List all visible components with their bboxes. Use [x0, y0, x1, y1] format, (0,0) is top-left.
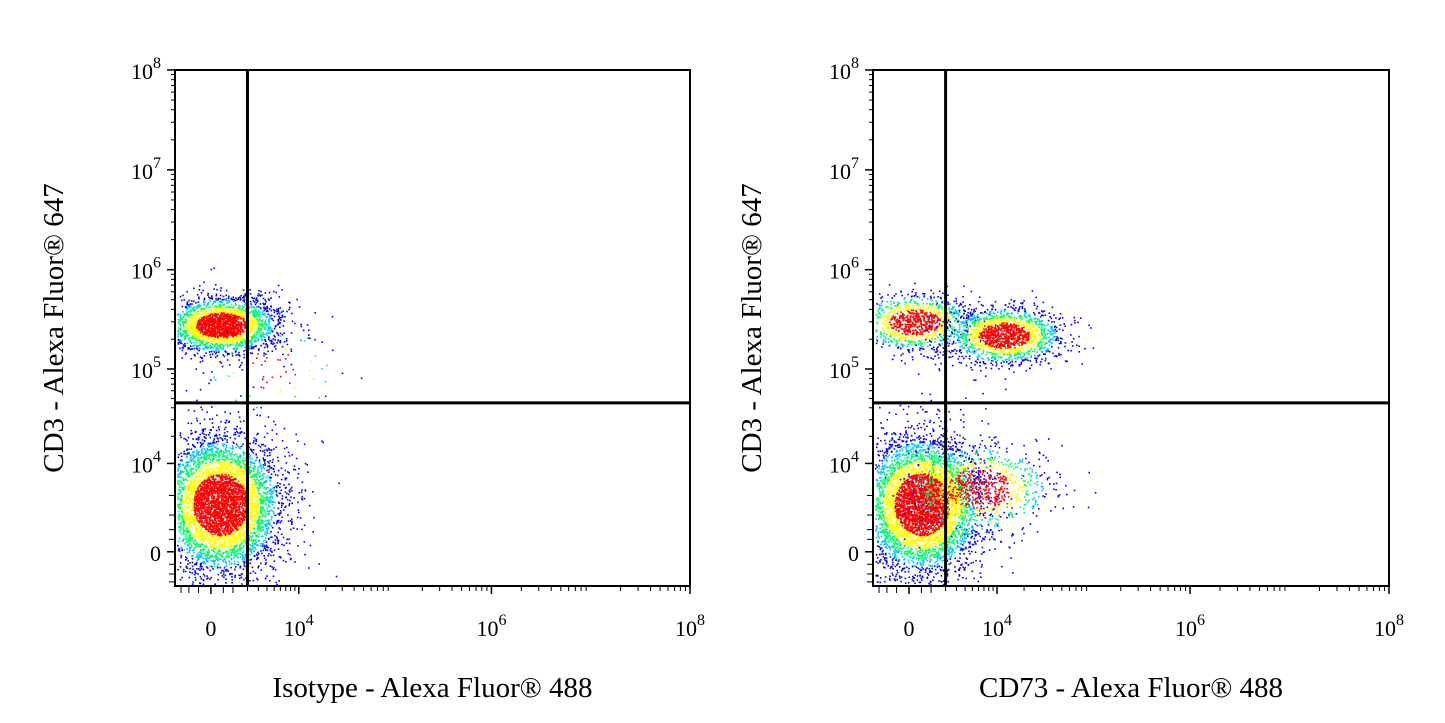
- y-tick-label: 0: [150, 541, 161, 566]
- plot-frame: [872, 69, 1390, 587]
- x-axis-label: Isotype - Alexa Fluor® 488: [272, 672, 592, 704]
- y-tick-label: 107: [131, 155, 161, 184]
- y-tick-label: 104: [829, 448, 859, 477]
- y-tick-label: 104: [131, 448, 161, 477]
- y-axis-label: CD3 - Alexa Fluor® 647: [38, 183, 70, 472]
- y-tick-label: 106: [131, 255, 161, 284]
- y-tick-label: 107: [829, 155, 859, 184]
- data-points: [875, 282, 1097, 586]
- x-tick-label: 0: [903, 616, 914, 641]
- y-tick-label: 108: [829, 55, 859, 84]
- y-tick-label: 105: [131, 354, 161, 383]
- x-tick-label: 108: [675, 612, 705, 641]
- y-tick-label: 108: [131, 55, 161, 84]
- data-points: [177, 267, 363, 586]
- x-tick-label: 104: [982, 612, 1012, 641]
- x-tick-label: 104: [284, 612, 314, 641]
- plot-panel-cd73: 0 104 105 106 107 108 0 104 106 108 CD73 - Alexa F…: [736, 55, 1404, 704]
- x-tick-label: 0: [205, 616, 216, 641]
- y-axis-label: CD3 - Alexa Fluor® 647: [736, 183, 768, 472]
- x-tick-label: 106: [476, 612, 506, 641]
- x-tick-label: 106: [1175, 612, 1205, 641]
- x-axis-label: CD73 - Alexa Fluor® 488: [979, 672, 1283, 704]
- y-tick-label: 105: [829, 354, 859, 383]
- x-tick-label: 108: [1374, 612, 1404, 641]
- y-tick-label: 0: [848, 541, 859, 566]
- plot-frame: [174, 69, 691, 587]
- plot-panel-isotype: 0 104 105 106 107 108 0 104 106 108 Isotype - Alex…: [38, 55, 705, 704]
- y-tick-label: 106: [829, 255, 859, 284]
